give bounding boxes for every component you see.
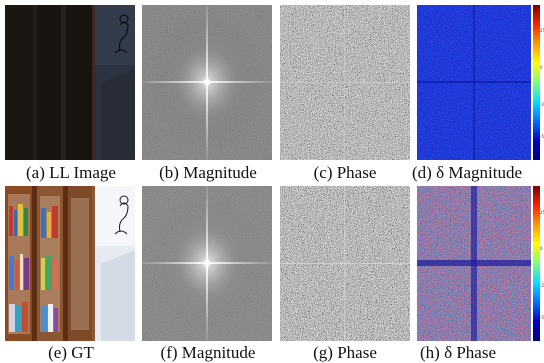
caption-a: (a) LL Image — [26, 163, 116, 182]
phase-panel-bottom — [280, 186, 410, 341]
colorbar-top — [533, 5, 540, 160]
caption-f: (f) Magnitude — [160, 343, 256, 362]
colorbar-bottom-tick: 0 — [540, 246, 543, 251]
phase-panel-top — [280, 5, 410, 160]
colorbar-top-tick: -50 — [540, 134, 544, 139]
colorbar-bottom-tick: -25 — [540, 283, 544, 288]
colorbar-top-tick: -25 — [540, 102, 544, 107]
colorbar-bottom-tick: -50 — [540, 315, 544, 320]
caption-b: (b) Magnitude — [159, 163, 257, 182]
delta-phase-panel — [417, 186, 531, 341]
magnitude-panel-bottom — [142, 186, 272, 341]
ll-image-panel — [5, 5, 135, 160]
caption-c: (c) Phase — [313, 163, 377, 182]
caption-e: (e) GT — [48, 343, 94, 362]
magnitude-panel-top — [142, 5, 272, 160]
caption-d: (d) δ Magnitude — [412, 163, 522, 182]
colorbar-bottom — [533, 186, 540, 341]
caption-h: (h) δ Phase — [420, 343, 496, 362]
colorbar-top-tick: 25 — [540, 28, 544, 33]
colorbar-top-tick: 0 — [540, 65, 543, 70]
gt-image-panel — [5, 186, 135, 341]
colorbar-bottom-tick: 25 — [540, 210, 544, 215]
caption-g: (g) Phase — [313, 343, 377, 362]
delta-magnitude-panel — [417, 5, 531, 160]
